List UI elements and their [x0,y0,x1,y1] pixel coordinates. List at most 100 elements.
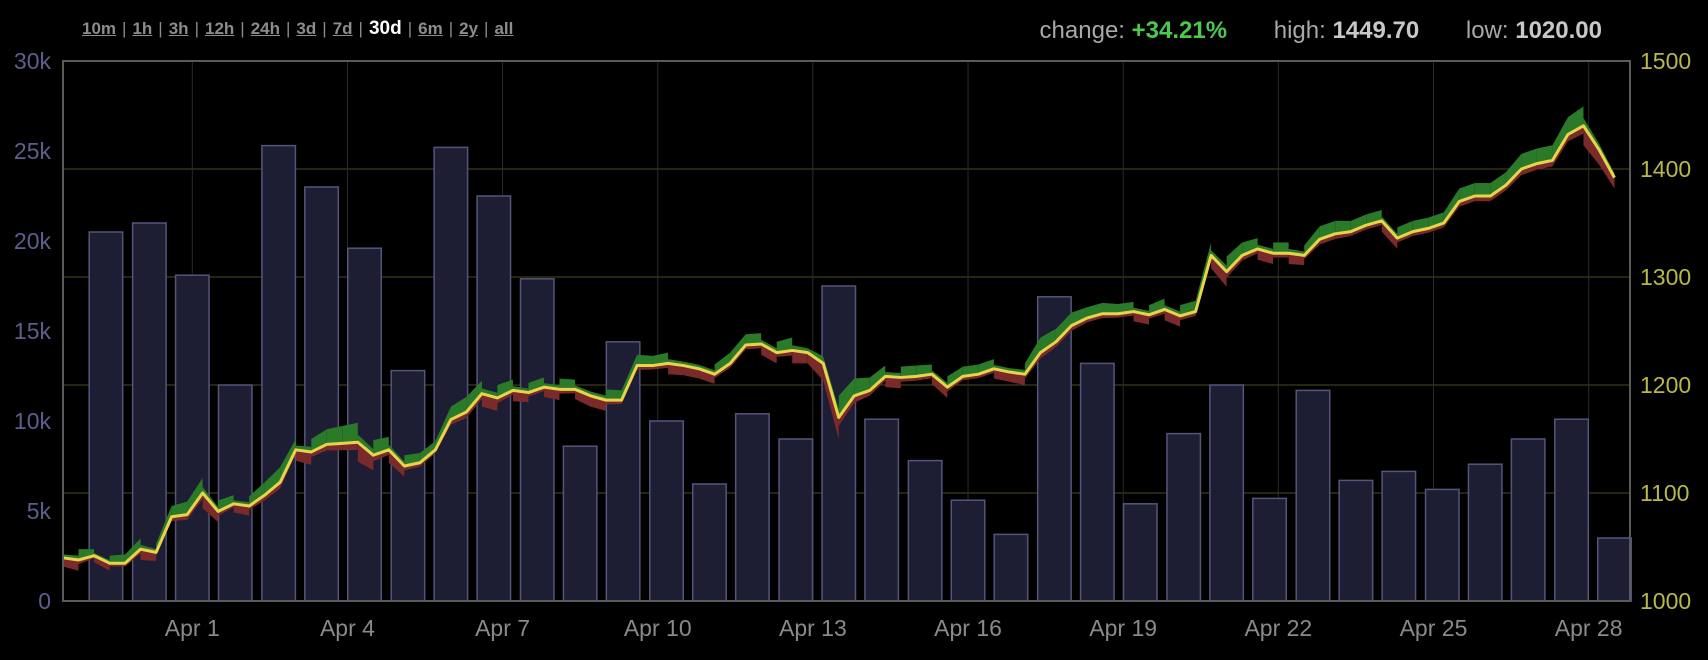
price-series-line [62,124,1616,565]
band-up-segment [171,501,188,517]
date-axis: Apr 1 Apr 4 Apr 7 Apr 10 Apr 13 Apr 16 Apr 19 A… [165,615,1623,641]
band-up-segment [869,365,886,391]
band-up-segment [1474,183,1491,196]
range-link-all[interactable]: all [494,19,514,38]
band-up-segment [1304,226,1320,256]
range-link-6m[interactable]: 6m [418,19,443,38]
plot-border [62,60,1631,602]
volume-bar [1596,537,1632,602]
band-up-segment [419,441,436,463]
band-up-segment [1505,153,1522,186]
date-tick-label: Apr 4 [320,615,375,641]
range-link-12h[interactable]: 12h [204,19,235,38]
band-up-segment [900,365,917,378]
volume-tick-label: 0 [38,588,51,614]
high-value: 1449.70 [1332,17,1420,44]
range-link-30d[interactable]: 30d [368,18,402,39]
band-up-segment [1350,214,1367,232]
volume-bar [993,533,1029,602]
band-down-segment [807,352,824,381]
price-tick-label: 1400 [1640,156,1691,182]
volume-tick-label: 10k [14,408,52,434]
band-up-segment [559,378,575,390]
range-separator: | [448,19,454,38]
band-up-segment [637,354,653,366]
range-separator: | [286,19,291,38]
volume-bar [1209,384,1245,602]
date-tick-label: Apr 7 [475,615,530,641]
band-down-segment [574,389,591,407]
band-up-segment [218,495,234,512]
date-tick-label: Apr 10 [624,615,692,641]
band-up-segment [838,378,855,418]
change-stat: change: +34.21% [1040,17,1228,44]
volume-bar [1424,488,1460,602]
band-down-segment [295,449,312,465]
band-up-segment [978,359,994,375]
range-link-2y[interactable]: 2y [459,19,479,38]
low-label: low: [1465,17,1509,44]
band-up-segment [466,380,482,412]
volume-bar [778,438,814,602]
price-stats: change: +34.21% high: 1449.70 low: 1020.… [1000,17,1602,45]
band-up-segment [326,426,343,445]
range-link-10m[interactable]: 10m [82,19,117,38]
high-label: high: [1273,17,1326,44]
band-up-segment [776,337,793,353]
band-down-segment [1567,125,1584,142]
band-down-segment [63,557,79,571]
volume-bar [1467,463,1503,602]
volume-bar [390,369,426,602]
band-up-segment [1335,220,1351,234]
range-link-3h[interactable]: 3h [168,19,189,38]
timeframe-selector: 10m | 1h | 3h | 12h | 24h | 3d | 7d | 30d | 6m | 2y | all [82,18,513,40]
band-up-segment [1024,337,1041,375]
band-up-segment [1055,312,1072,342]
volume-bar [433,146,469,602]
price-tick-label: 1300 [1640,264,1691,290]
band-down-segment [1009,372,1025,385]
range-link-24h[interactable]: 24h [250,19,280,38]
volume-bar [864,418,900,602]
volume-bars [88,144,1632,602]
band-up-segment [730,334,746,364]
volume-tick-label: 30k [14,48,52,74]
band-up-segment [1536,145,1553,164]
volume-bar [1079,362,1115,602]
range-link-1h[interactable]: 1h [132,19,153,38]
band-up-segment [78,549,95,560]
band-down-segment [202,493,219,523]
band-up-segment [745,333,762,346]
range-separator: | [484,19,489,38]
band-up-segment [1242,238,1258,256]
band-up-segment [1397,220,1413,239]
date-tick-label: Apr 22 [1244,615,1312,641]
change-value: +34.21% [1131,17,1228,44]
volume-bar [649,420,685,602]
plot-frame [62,60,1631,602]
band-up-segment [1071,307,1087,326]
volume-bar [217,384,253,602]
band-down-segment [885,376,901,389]
volume-bar [1122,503,1158,602]
volume-axis: 0 5k 10k 15k 20k 25k 30k [14,48,52,614]
band-down-segment [1583,125,1599,165]
change-label: change: [1039,17,1125,44]
range-separator: | [194,19,199,38]
band-down-segment [699,368,715,384]
date-tick-label: Apr 16 [934,615,1002,641]
band-down-segment [388,449,405,477]
range-link-7d[interactable]: 7d [332,19,353,38]
volume-bar [88,231,124,602]
volume-tick-label: 15k [14,318,52,344]
band-up-segment [264,467,281,496]
volume-bar [1295,389,1331,602]
volume-bar [562,445,598,602]
band-down-segment [1211,255,1227,287]
band-up-segment [1102,302,1119,314]
range-link-3d[interactable]: 3d [296,19,317,38]
date-tick-label: Apr 25 [1400,615,1468,641]
band-up-segment [1226,242,1243,272]
range-separator: | [158,19,163,38]
volume-bar [1338,479,1374,602]
